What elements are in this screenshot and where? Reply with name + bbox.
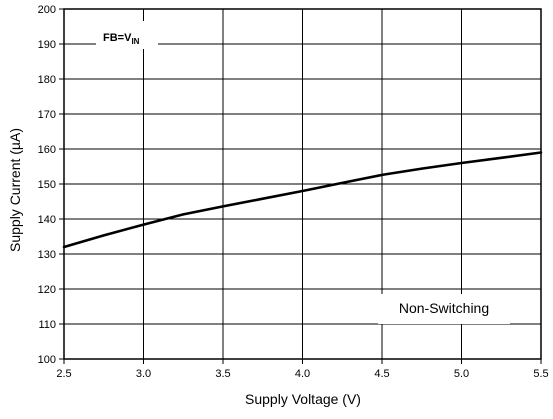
annotation-layer: FB=VIN Non-Switching xyxy=(96,21,510,324)
x-axis-label: Supply Voltage (V) xyxy=(245,391,361,407)
x-tick-label: 5.5 xyxy=(533,368,548,380)
condition-annotation: FB=VIN xyxy=(103,32,140,46)
y-tick-label: 110 xyxy=(38,319,56,331)
condition-annotation-box xyxy=(96,21,158,49)
y-tick-label: 170 xyxy=(38,109,56,121)
x-tick-label: 2.5 xyxy=(56,368,71,380)
y-tick-label: 130 xyxy=(38,249,56,261)
tick-labels: 2.5 3.0 3.5 4.0 4.5 5.0 5.5 100 110 120 130 140 150 1… xyxy=(38,4,549,380)
grid-lines xyxy=(64,9,541,359)
condition-subscript: IN xyxy=(131,37,139,46)
axis-ticks xyxy=(59,8,542,364)
y-tick-label: 190 xyxy=(38,39,56,51)
x-tick-label: 3.5 xyxy=(215,368,230,380)
y-tick-label: 200 xyxy=(38,4,56,16)
mode-annotation-box xyxy=(378,294,510,324)
condition-main-text: FB=V xyxy=(103,32,132,44)
supply-current-line xyxy=(62,151,543,249)
y-tick-label: 180 xyxy=(38,74,56,86)
y-tick-label: 100 xyxy=(38,354,56,366)
x-tick-label: 4.5 xyxy=(374,368,389,380)
y-tick-label: 150 xyxy=(38,179,56,191)
y-axis-label: Supply Current (µA) xyxy=(7,128,23,252)
x-tick-label: 5.0 xyxy=(454,368,469,380)
series-layer xyxy=(62,151,543,249)
y-tick-label: 120 xyxy=(38,284,56,296)
y-tick-label: 160 xyxy=(38,144,56,156)
x-tick-label: 4.0 xyxy=(295,368,310,380)
y-tick-label: 140 xyxy=(38,214,56,226)
x-tick-label: 3.0 xyxy=(136,368,151,380)
plot-frame xyxy=(63,8,542,360)
mode-annotation: Non-Switching xyxy=(399,300,489,316)
